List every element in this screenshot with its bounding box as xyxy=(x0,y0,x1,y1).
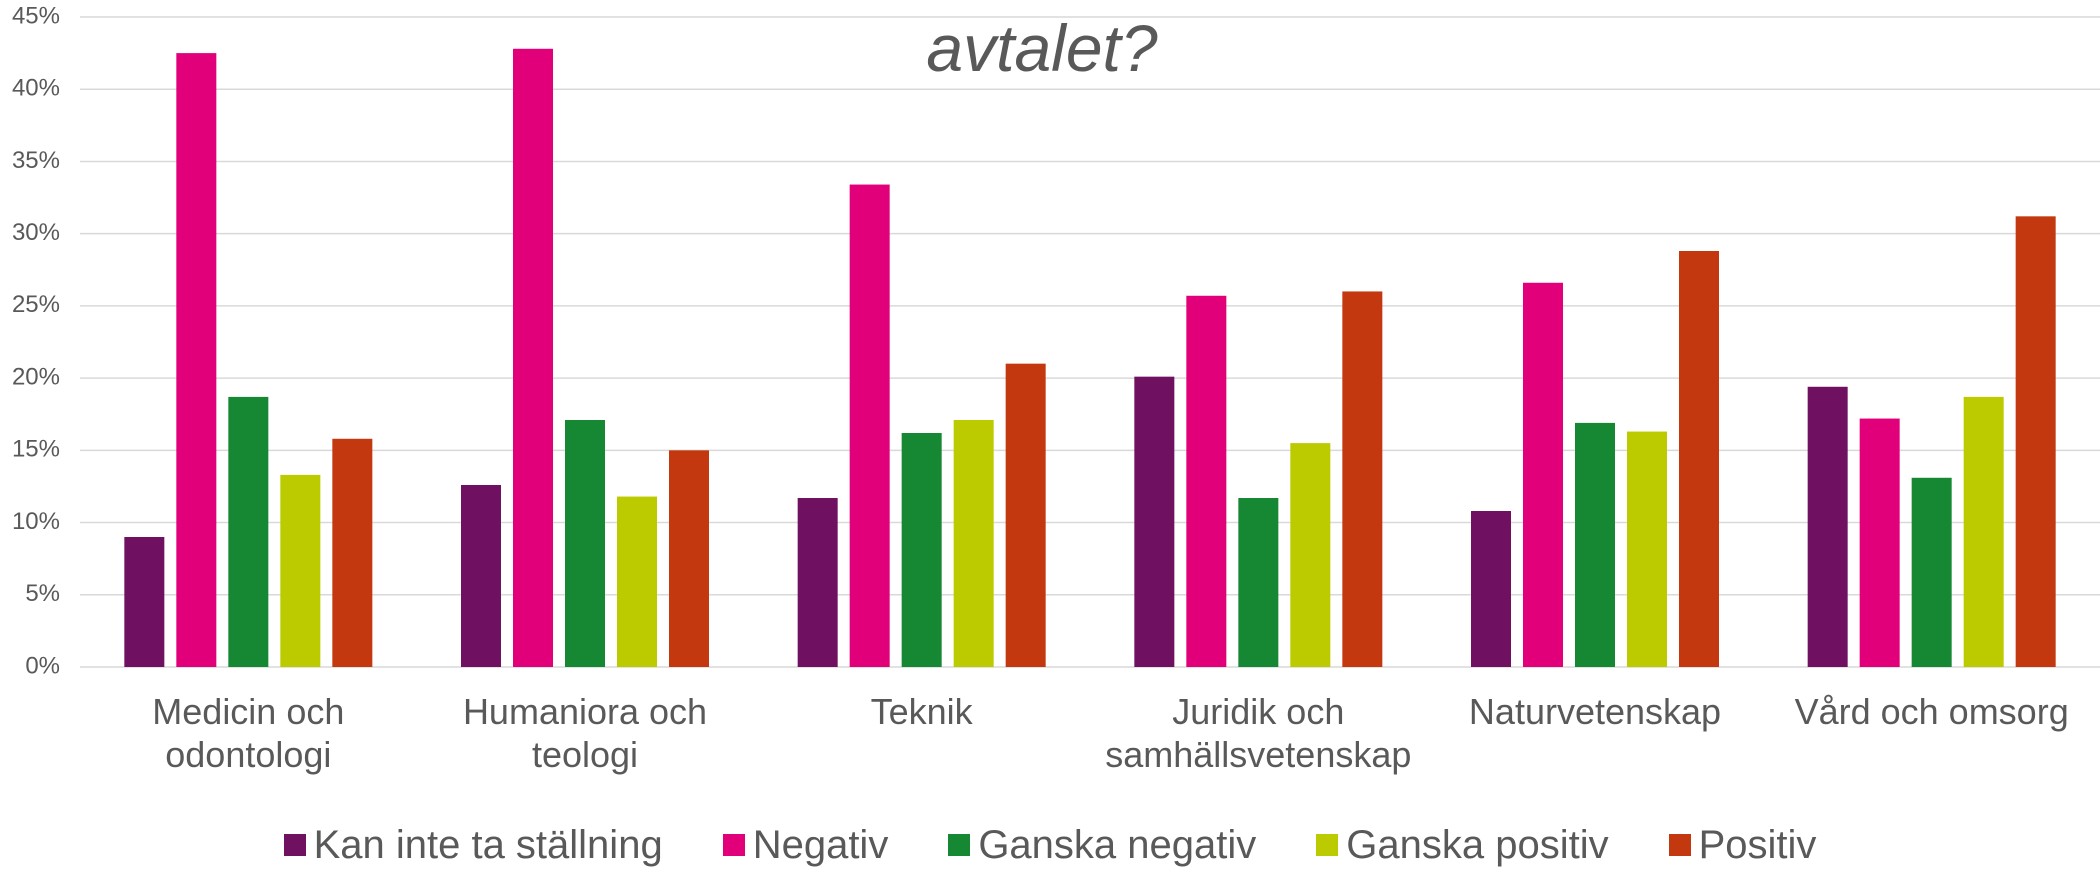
x-tick-label: Humaniora och teologi xyxy=(462,691,708,775)
bar xyxy=(1807,386,1848,667)
bar xyxy=(1523,282,1563,667)
legend-label: Ganska negativ xyxy=(978,823,1257,867)
legend-label: Negativ xyxy=(752,823,889,867)
legend-swatch xyxy=(283,834,306,856)
legend-item: Negativ xyxy=(722,820,889,870)
bar xyxy=(1342,291,1383,667)
y-tick-label: 30% xyxy=(12,219,60,246)
y-tick-label: 45% xyxy=(12,2,60,29)
bar xyxy=(2015,216,2056,668)
legend-swatch xyxy=(948,834,971,856)
y-tick-label: 15% xyxy=(12,436,60,463)
bar xyxy=(1575,422,1615,667)
bar xyxy=(1859,418,1900,667)
bar xyxy=(124,537,165,667)
y-tick-label: 40% xyxy=(12,75,60,102)
bar xyxy=(797,498,838,667)
bar xyxy=(617,496,657,667)
legend-swatch xyxy=(1668,834,1691,856)
bar xyxy=(228,396,269,667)
bar xyxy=(953,420,994,667)
bar xyxy=(513,48,553,668)
bar xyxy=(1627,431,1667,667)
legend-item: Ganska positiv xyxy=(1316,820,1609,870)
y-tick-label: 10% xyxy=(12,508,60,535)
legend-swatch xyxy=(1316,834,1339,856)
bar xyxy=(1005,363,1046,667)
bar xyxy=(1911,477,1952,667)
bar xyxy=(669,450,709,667)
legend-item: Ganska negativ xyxy=(948,820,1256,870)
y-tick-label: 5% xyxy=(25,580,60,607)
bar xyxy=(332,438,373,667)
legend-item: Positiv xyxy=(1668,820,1817,870)
legend-swatch xyxy=(722,834,745,856)
bar xyxy=(1186,295,1227,667)
bar xyxy=(176,53,217,668)
bar xyxy=(849,184,890,668)
bar xyxy=(1134,376,1175,667)
bar xyxy=(1963,396,2004,667)
legend-label: Ganska positiv xyxy=(1346,823,1609,867)
bar xyxy=(280,474,321,667)
bar xyxy=(565,420,605,667)
x-tick-label: Naturvetenskap xyxy=(1468,691,1722,732)
bar xyxy=(1679,251,1719,667)
y-tick-label: 35% xyxy=(12,147,60,174)
x-tick-label: Teknik xyxy=(870,691,973,732)
x-tick-label: Juridik och samhällsvetenskap xyxy=(1105,691,1412,775)
chart-title: avtalet? xyxy=(926,11,1158,85)
y-tick-label: 20% xyxy=(12,363,60,390)
y-tick-label: 25% xyxy=(12,291,60,318)
legend: Kan inte ta ställning Negativ Ganska negat… xyxy=(0,820,2100,870)
bar xyxy=(1238,498,1279,667)
bar xyxy=(1290,443,1331,667)
bar xyxy=(461,485,501,667)
bar xyxy=(1471,511,1511,667)
x-tick-label: Vård och omsorg xyxy=(1794,691,2069,732)
legend-label: Positiv xyxy=(1698,823,1817,867)
legend-label: Kan inte ta ställning xyxy=(313,823,663,867)
bar xyxy=(901,433,942,667)
legend-item: Kan inte ta ställning xyxy=(283,820,663,870)
y-tick-label: 0% xyxy=(25,652,60,679)
x-tick-label: Medicin och odontologi xyxy=(152,691,345,775)
